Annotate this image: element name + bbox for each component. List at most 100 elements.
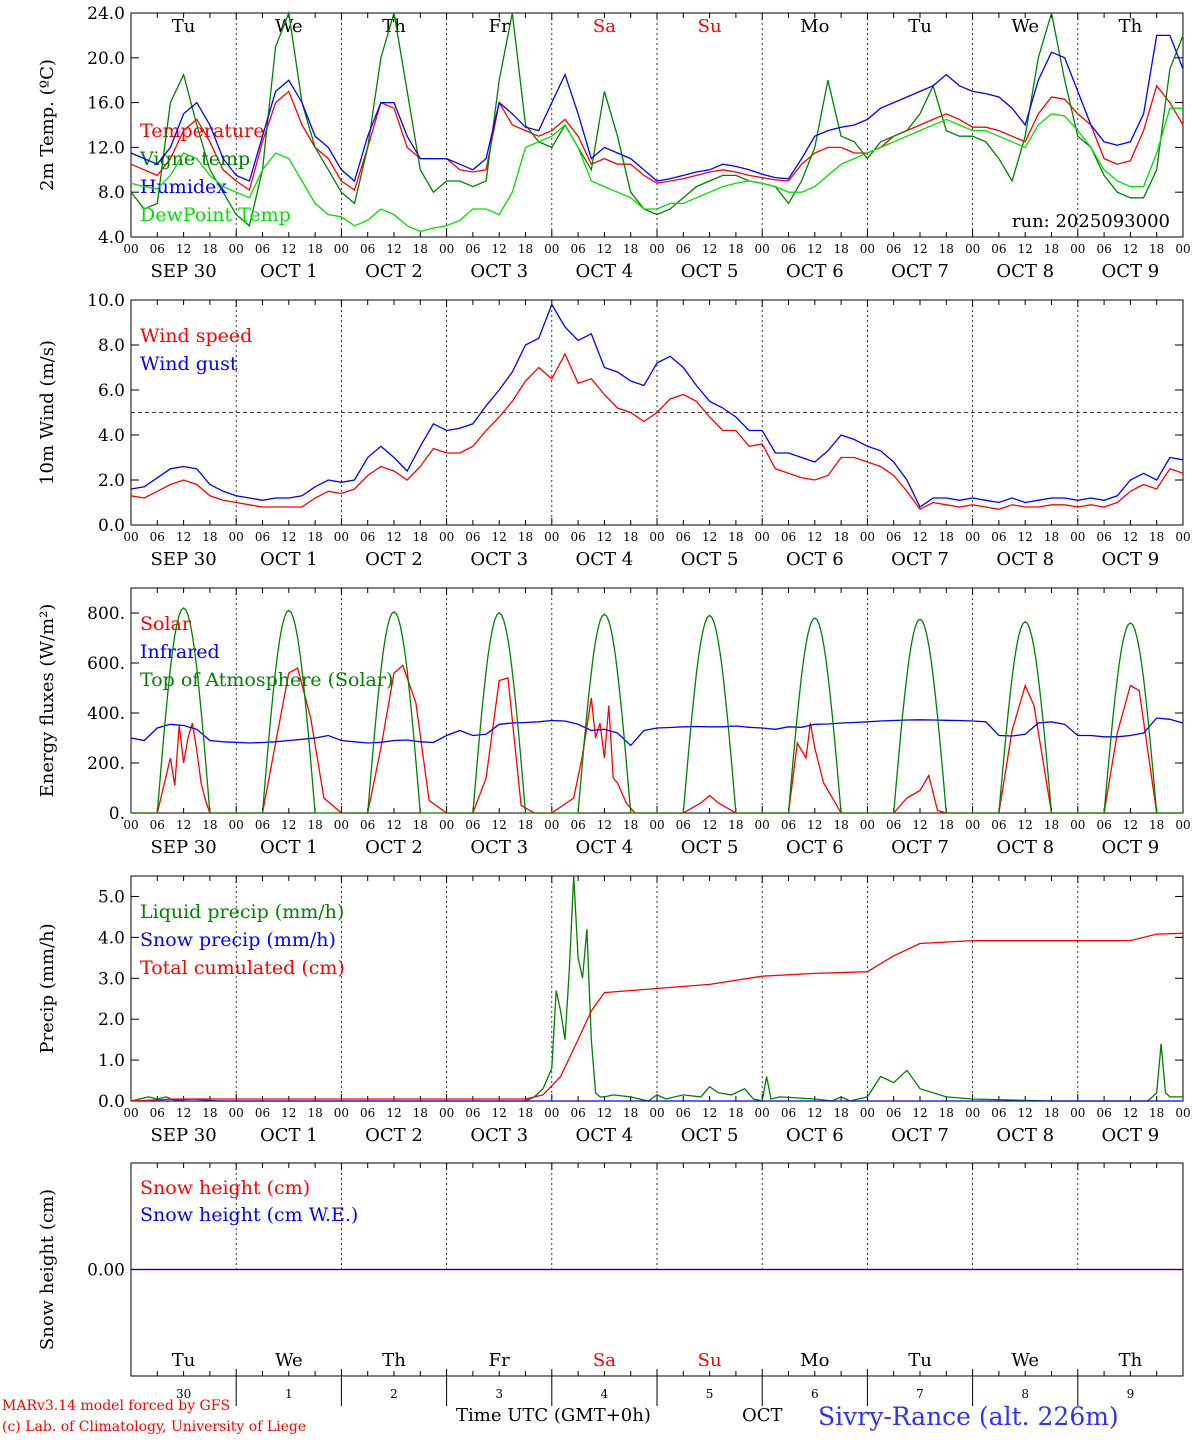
hour-tick-label: 18 — [833, 818, 848, 832]
hour-tick-label: 00 — [965, 242, 980, 256]
hour-tick-label: 18 — [413, 242, 428, 256]
hour-tick-label: 00 — [229, 818, 244, 832]
hour-tick-label: 12 — [807, 530, 822, 544]
legend-entry: Liquid precip (mm/h) — [140, 901, 344, 923]
hour-tick-label: 12 — [386, 530, 401, 544]
day-name-label: Tu — [908, 16, 932, 37]
y-tick-label: 6.0 — [98, 381, 125, 401]
hour-tick-label: 06 — [360, 530, 375, 544]
y-tick-label: 0.00 — [87, 1261, 125, 1281]
hour-tick-label: 06 — [570, 1106, 585, 1120]
x-axis-label: Time UTC (GMT+0h) — [456, 1405, 651, 1426]
hour-tick-label: 12 — [1018, 530, 1033, 544]
date-label: OCT 2 — [365, 1125, 423, 1146]
hour-tick-label: 00 — [544, 1106, 559, 1120]
date-label: OCT 7 — [891, 549, 949, 570]
day-name-label: Tu — [908, 1350, 932, 1371]
date-label: OCT 5 — [681, 549, 739, 570]
legend-entry: Infrared — [140, 641, 220, 663]
hour-tick-label: 18 — [939, 818, 954, 832]
hour-tick-label: 06 — [676, 818, 691, 832]
hour-tick-label: 12 — [492, 242, 507, 256]
hour-tick-label: 12 — [597, 818, 612, 832]
hour-tick-label: 00 — [439, 242, 454, 256]
hour-tick-label: 18 — [518, 1106, 533, 1120]
y-tick-label: 1.0 — [98, 1051, 125, 1071]
hour-tick-label: 00 — [649, 1106, 664, 1120]
hour-tick-label: 00 — [860, 242, 875, 256]
legend-entry: Snow height (cm W.E.) — [140, 1204, 358, 1226]
y-tick-label: 12.0 — [87, 138, 125, 158]
date-label: OCT 4 — [576, 261, 634, 282]
hour-tick-label: 00 — [544, 818, 559, 832]
date-label: OCT 8 — [996, 261, 1054, 282]
hour-tick-label: 06 — [886, 530, 901, 544]
hour-tick-label: 00 — [334, 242, 349, 256]
hour-tick-label: 18 — [833, 1106, 848, 1120]
hour-tick-label: 06 — [255, 530, 270, 544]
hour-tick-label: 18 — [939, 530, 954, 544]
hour-tick-label: 06 — [781, 530, 796, 544]
hour-tick-label: 00 — [1175, 530, 1190, 544]
series-line-wind-speed — [130, 352, 1184, 511]
y-axis-label: Snow height (cm) — [37, 1189, 58, 1350]
hour-tick-label: 18 — [623, 530, 638, 544]
date-label: OCT 7 — [891, 1125, 949, 1146]
day-name-label: Tu — [172, 16, 196, 37]
location-label: Sivry-Rance (alt. 226m) — [818, 1402, 1119, 1431]
hour-tick-label: 18 — [413, 530, 428, 544]
hour-tick-label: 06 — [1096, 530, 1111, 544]
date-label: OCT 1 — [260, 549, 318, 570]
y-tick-label: 4.0 — [98, 228, 125, 248]
hour-tick-label: 18 — [307, 1106, 322, 1120]
y-tick-label: 0.0 — [98, 516, 125, 536]
hour-tick-label: 06 — [676, 530, 691, 544]
day-name-label: Fr — [489, 1350, 510, 1371]
y-axis-label: Energy fluxes (W/m²) — [37, 604, 58, 798]
day-name-label: Su — [698, 16, 722, 37]
hour-tick-label: 12 — [281, 530, 296, 544]
hour-tick-label: 00 — [755, 1106, 770, 1120]
hour-tick-label: 06 — [991, 1106, 1006, 1120]
hour-tick-label: 00 — [123, 1106, 138, 1120]
hour-tick-label: 12 — [807, 242, 822, 256]
hour-tick-label: 00 — [649, 818, 664, 832]
hour-tick-label: 12 — [702, 530, 717, 544]
day-name-label: Th — [1119, 1350, 1143, 1371]
day-number-label: 7 — [916, 1387, 924, 1401]
hour-tick-label: 00 — [123, 242, 138, 256]
y-tick-label: 3.0 — [98, 969, 125, 989]
panel-1: 00 06 12 18 00 06 12 18 00 06 12 18 00 06 12 18 00 06 12 18… — [37, 4, 1191, 282]
hour-tick-label: 06 — [1096, 818, 1111, 832]
panel-3: 00 06 12 18 00 06 12 18 00 06 12 18 00 06 12 18 00 06 12 18… — [37, 587, 1191, 858]
date-label: OCT 3 — [470, 837, 528, 858]
legend-entry: Top of Atmosphere (Solar) — [140, 669, 393, 691]
day-name-label: Th — [1119, 16, 1143, 37]
hour-tick-label: 12 — [1018, 1106, 1033, 1120]
hour-tick-label: 06 — [991, 530, 1006, 544]
y-tick-label: 16.0 — [87, 94, 125, 114]
date-label: OCT 4 — [576, 549, 634, 570]
hour-tick-label: 18 — [518, 242, 533, 256]
hour-tick-label: 12 — [702, 242, 717, 256]
hour-tick-label: 00 — [334, 530, 349, 544]
hour-tick-label: 18 — [833, 242, 848, 256]
day-name-label: Tu — [172, 1350, 196, 1371]
hour-tick-label: 00 — [229, 242, 244, 256]
hour-tick-label: 00 — [1070, 242, 1085, 256]
date-label: OCT 2 — [365, 549, 423, 570]
y-tick-label: 20.0 — [87, 49, 125, 69]
hour-tick-label: 18 — [413, 1106, 428, 1120]
date-label: OCT 9 — [1102, 549, 1160, 570]
series-line-infrared — [130, 717, 1184, 747]
hour-tick-label: 18 — [202, 818, 217, 832]
y-tick-label: 4.0 — [98, 426, 125, 446]
hour-tick-label: 12 — [1123, 818, 1138, 832]
date-label: OCT 9 — [1102, 261, 1160, 282]
hour-tick-label: 06 — [781, 242, 796, 256]
hour-tick-label: 00 — [123, 818, 138, 832]
hour-tick-label: 18 — [623, 242, 638, 256]
series-line-dewpoint-temp — [130, 107, 1183, 233]
day-number-label: 6 — [811, 1387, 819, 1401]
hour-tick-label: 12 — [492, 530, 507, 544]
